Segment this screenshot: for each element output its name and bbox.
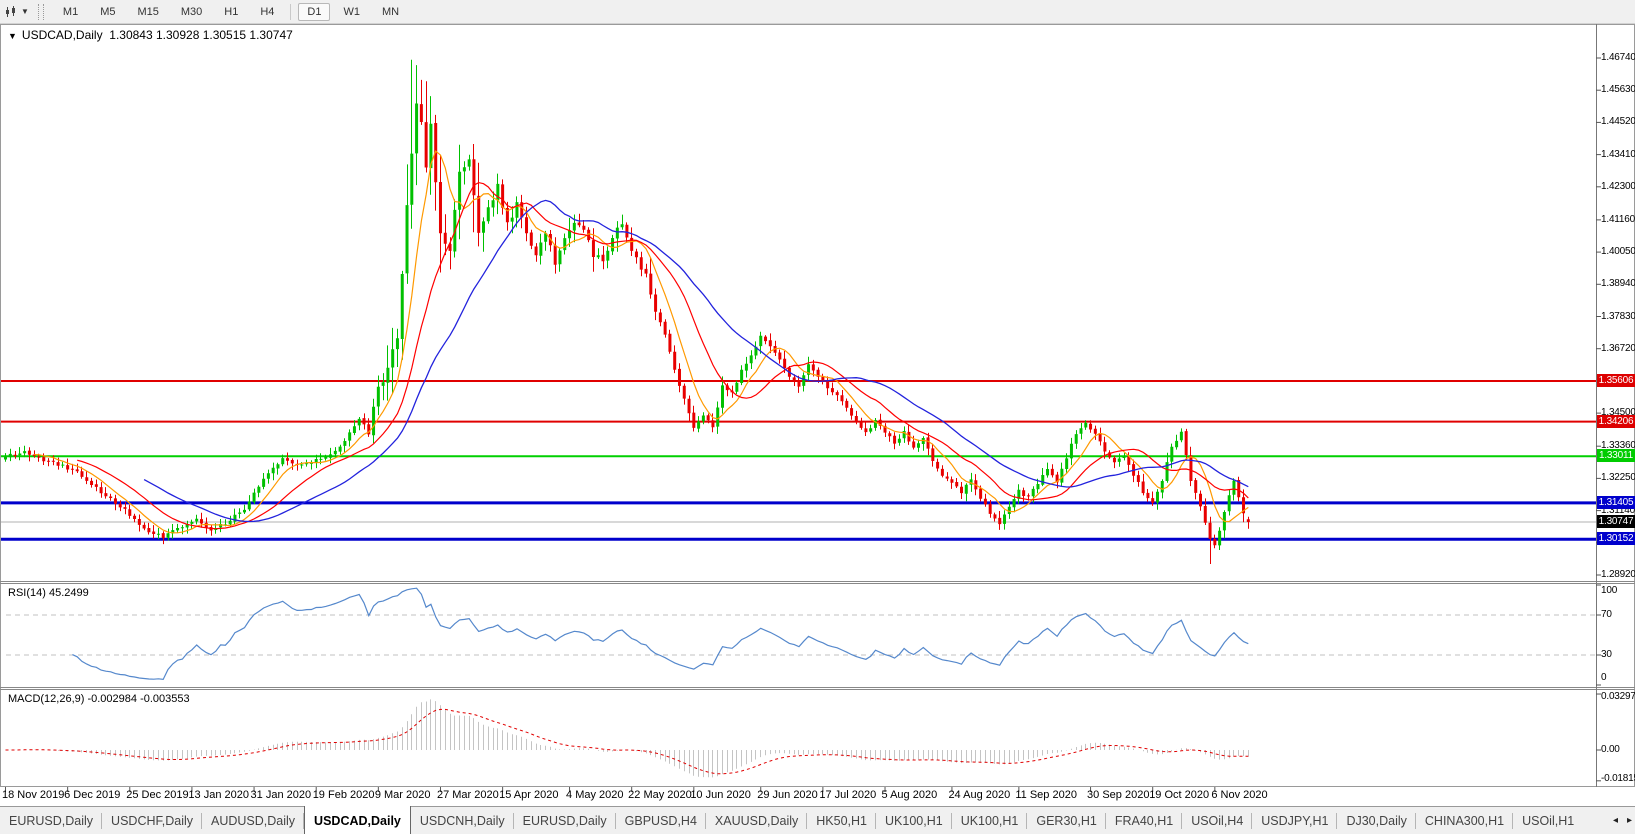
- rsi-label: RSI(14) 45.2499: [8, 587, 89, 599]
- date-axis-label: 11 Sep 2020: [1015, 789, 1077, 801]
- tab-scroll-arrows: ◂ ▸: [1613, 806, 1632, 834]
- price-axis-tick: 1.43410: [1601, 148, 1635, 160]
- date-axis-label: 5 Aug 2020: [881, 789, 938, 801]
- price-axis-tick: 1.41160: [1601, 213, 1635, 225]
- price-badge-1.30747: 1.30747: [1597, 514, 1635, 528]
- date-axis-label: 10 Jun 2020: [690, 789, 751, 801]
- symbol-tab-eurusd-daily[interactable]: EURUSD,Daily: [514, 807, 616, 834]
- tab-scroll-left-icon[interactable]: ◂: [1612, 814, 1618, 826]
- date-axis-label: 22 May 2020: [628, 789, 692, 801]
- timeframe-button-w1[interactable]: W1: [343, 5, 360, 18]
- timeframe-button-h4[interactable]: H4: [260, 5, 275, 18]
- price-axis-tick: 1.38940: [1601, 278, 1635, 290]
- symbol-tab-eurusd-daily[interactable]: EURUSD,Daily: [0, 807, 103, 834]
- timeframe-button-m15[interactable]: M15: [137, 5, 159, 18]
- price-axis-tick: 1.45630: [1601, 84, 1635, 96]
- rsi-axis-tick: 100: [1601, 585, 1618, 596]
- timeframe-button-m30[interactable]: M30: [180, 5, 203, 18]
- symbol-tab-fra40-h1[interactable]: FRA40,H1: [1106, 807, 1183, 834]
- price-axis-tick: 1.31140: [1601, 504, 1635, 516]
- candles: [4, 59, 1250, 564]
- rsi-axis-tick: 30: [1601, 649, 1612, 660]
- macd-axis-tick: -0.01815: [1601, 773, 1635, 784]
- date-axis-label: 15 Apr 2020: [499, 789, 559, 801]
- price-axis-tick: 1.42300: [1601, 180, 1635, 192]
- price-axis-tick: 1.28920: [1601, 569, 1635, 580]
- toolbar-grip-handle[interactable]: [37, 3, 44, 20]
- timeframe-button-mn[interactable]: MN: [381, 5, 400, 18]
- macd-axis-tick: 0.032972: [1601, 691, 1635, 702]
- chart-title: ▼ USDCAD,Daily 1.30843 1.30928 1.30515 1.…: [8, 28, 293, 42]
- date-axis-label: 24 Aug 2020: [948, 789, 1011, 801]
- timeframe-button-m1[interactable]: M1: [62, 5, 79, 18]
- symbol-tab-audusd-daily[interactable]: AUDUSD,Daily: [202, 807, 305, 834]
- date-axis-label: 31 Jan 2020: [250, 789, 312, 801]
- symbol-tab-bar: EURUSD,Daily USDCHF,Daily AUDUSD,Daily USDC…: [0, 806, 1635, 834]
- date-axis-label: 6 Nov 2020: [1211, 789, 1268, 801]
- symbol-tab-uk100-h1[interactable]: UK100,H1: [876, 807, 952, 834]
- collapse-triangle-icon[interactable]: ▼: [8, 31, 17, 41]
- symbol-tab-usdcad-daily[interactable]: USDCAD,Daily: [304, 806, 411, 834]
- price-axis-tick: 1.37830: [1601, 310, 1635, 322]
- price-axis-tick: 1.36720: [1601, 342, 1635, 354]
- price-axis-tick: 1.33360: [1601, 440, 1635, 452]
- symbol-tab-usoil-h4[interactable]: USOil,H4: [1182, 807, 1253, 834]
- date-axis-label: 30 Sep 2020: [1087, 789, 1150, 801]
- symbol-tab-uk100-h1[interactable]: UK100,H1: [952, 807, 1028, 834]
- macd-label: MACD(12,26,9) -0.002984 -0.003553: [8, 693, 190, 705]
- price-badge-1.31405: 1.31405: [1597, 495, 1635, 509]
- price-badge-1.33011: 1.33011: [1597, 449, 1635, 463]
- price-badge-1.30152: 1.30152: [1597, 532, 1635, 546]
- date-axis-label: 6 Dec 2019: [64, 789, 121, 801]
- chart-title-symbol: USDCAD,Daily: [21, 28, 103, 42]
- timeframe-button-d1[interactable]: D1: [298, 2, 331, 21]
- symbol-tab-gbpusd-h4[interactable]: GBPUSD,H4: [616, 807, 707, 834]
- timeframe-toolbar: ▼ M1 M5 M15 M30 H1 H4 D1 W1 MN: [0, 0, 1635, 24]
- symbol-tab-usdjpy-h1[interactable]: USDJPY,H1: [1252, 807, 1338, 834]
- date-axis-label: 17 Jul 2020: [819, 789, 877, 801]
- symbol-tab-china300-h1[interactable]: CHINA300,H1: [1416, 807, 1514, 834]
- chart-type-dropdown-caret-icon[interactable]: ▼: [21, 7, 29, 16]
- rsi-axis-tick: 70: [1601, 609, 1612, 620]
- tab-scroll-right-icon[interactable]: ▸: [1626, 814, 1632, 826]
- timeframe-button-h1[interactable]: H1: [224, 5, 239, 18]
- date-axis-label: 27 Mar 2020: [436, 789, 499, 801]
- price-axis-tick: 1.40050: [1601, 246, 1635, 258]
- price-axis-tick: 1.34500: [1601, 407, 1635, 419]
- symbol-tab-ger30-h1[interactable]: GER30,H1: [1027, 807, 1107, 834]
- date-axis-label: 25 Dec 2019: [126, 789, 189, 801]
- date-axis-label: 19 Feb 2020: [312, 789, 375, 801]
- rsi-axis-tick: 0: [1601, 672, 1607, 683]
- date-axis-label: 18 Nov 2019: [2, 789, 65, 801]
- date-axis-label: 29 Jun 2020: [757, 789, 818, 801]
- price-axis-tick: 1.32250: [1601, 472, 1635, 484]
- price-axis-tick: 1.46740: [1601, 52, 1635, 63]
- date-axis-label: 19 Oct 2020: [1149, 789, 1210, 801]
- chart-title-ohlc: 1.30843 1.30928 1.30515 1.30747: [109, 28, 293, 42]
- date-axis-label: 9 Mar 2020: [374, 789, 431, 801]
- symbol-tab-xauusd-daily[interactable]: XAUUSD,Daily: [706, 807, 808, 834]
- macd-axis-tick: 0.00: [1601, 744, 1620, 755]
- symbol-tab-dj30-daily[interactable]: DJ30,Daily: [1337, 807, 1417, 834]
- date-axis-label: 4 May 2020: [566, 789, 624, 801]
- price-axis-tick: 1.44520: [1601, 116, 1635, 128]
- symbol-tab-usoil-h1[interactable]: USOil,H1: [1522, 814, 1575, 828]
- price-badge-1.35606: 1.35606: [1597, 374, 1635, 388]
- price-badge-1.34206: 1.34206: [1597, 414, 1635, 428]
- toolbar-separator: [290, 3, 292, 20]
- symbol-tab-usdcnh-daily[interactable]: USDCNH,Daily: [411, 807, 514, 834]
- symbol-tab-hk50-h1[interactable]: HK50,H1: [807, 807, 876, 834]
- date-axis-label: 13 Jan 2020: [188, 789, 249, 801]
- symbol-tab-usdchf-daily[interactable]: USDCHF,Daily: [102, 807, 202, 834]
- chart-type-icon[interactable]: [4, 4, 20, 20]
- timeframe-button-m5[interactable]: M5: [100, 5, 116, 18]
